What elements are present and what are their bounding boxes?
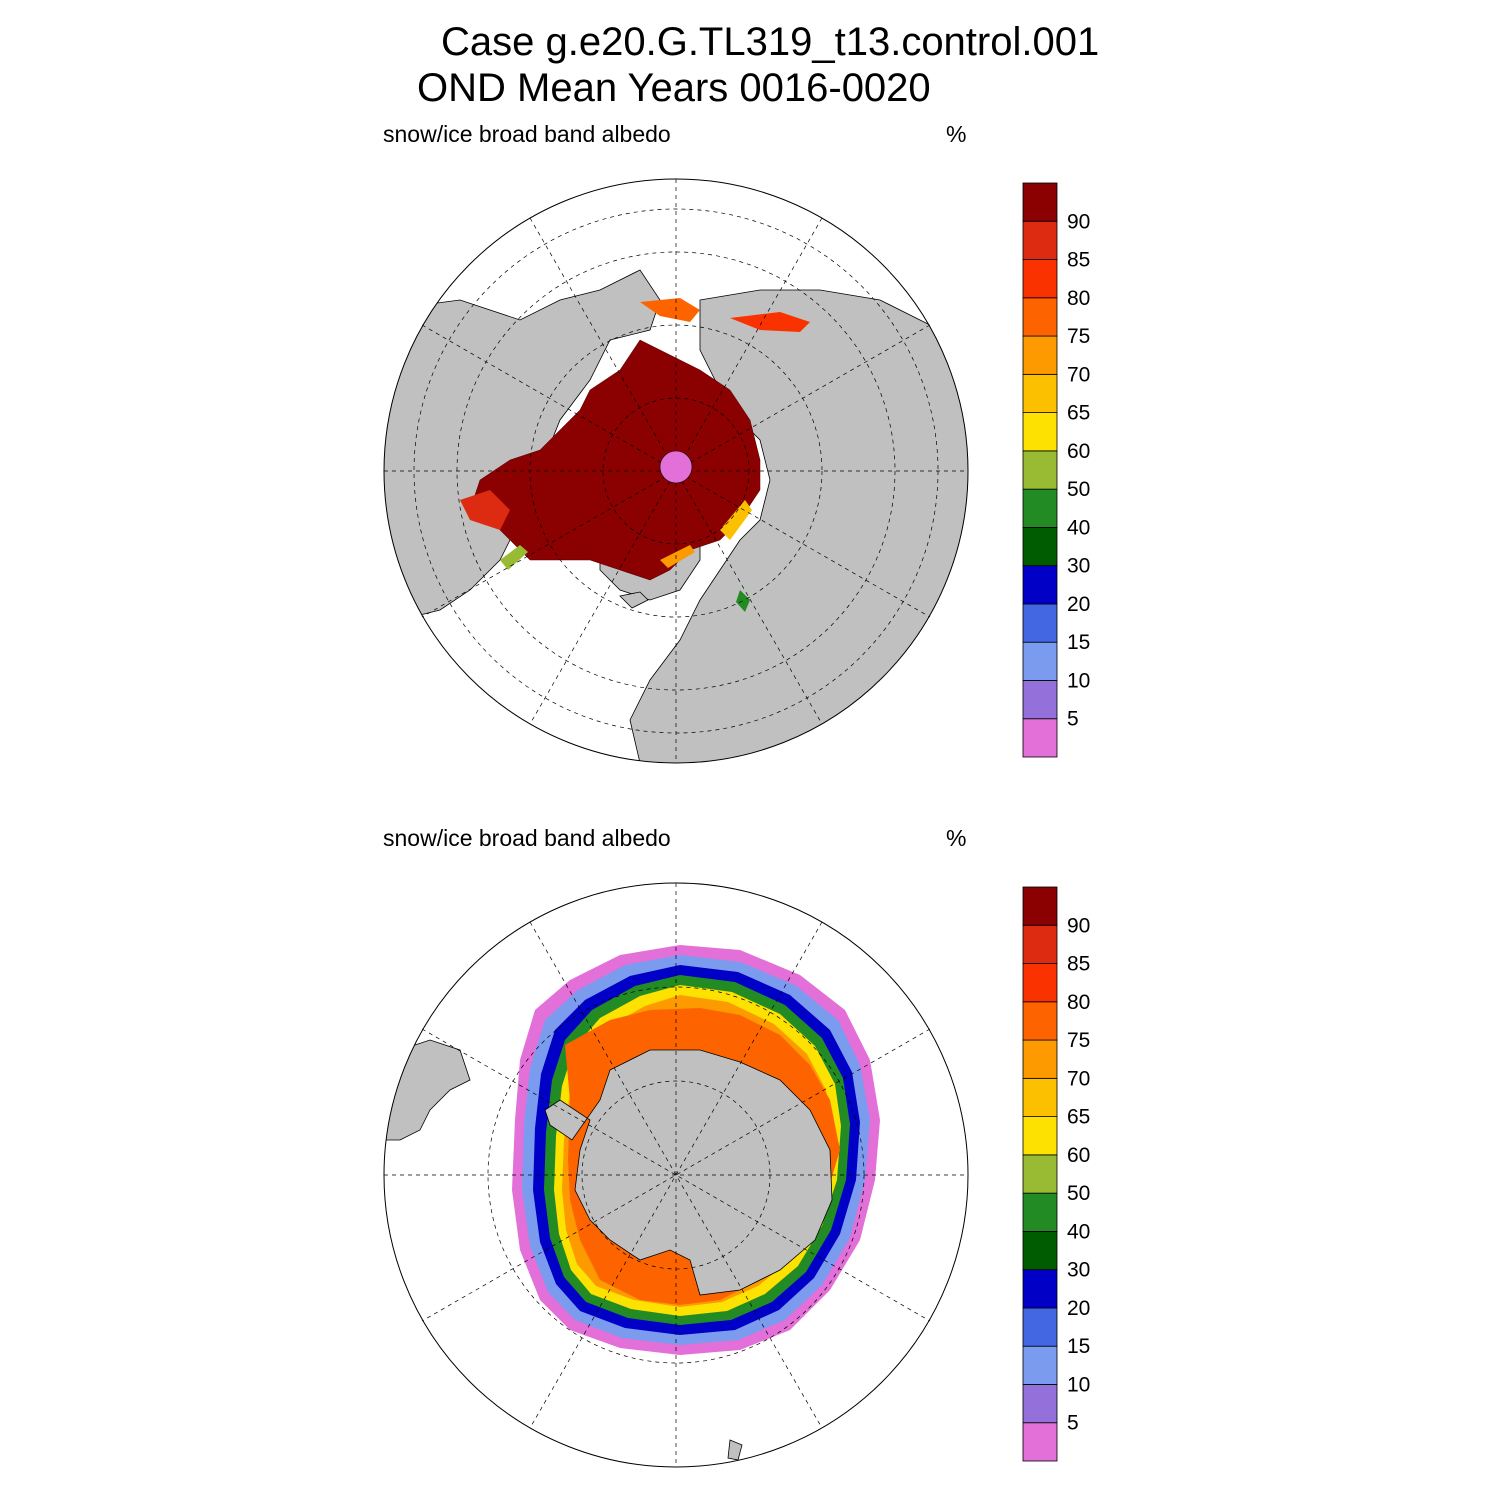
north-colorbar-swatch <box>1022 412 1058 452</box>
south-colorbar-tick-label: 90 <box>1067 914 1090 937</box>
north-land <box>384 269 968 763</box>
south-colorbar: 5 10 15 20 30 40 50 60 65 70 75 80 85 90 <box>1022 886 1090 1462</box>
north-polar-map <box>383 178 969 764</box>
north-colorbar-tick-label: 5 <box>1067 708 1079 731</box>
south-panel-units: % <box>946 825 967 851</box>
south-map-border <box>383 882 969 1468</box>
south-colorbar-tick-label: 80 <box>1067 991 1090 1014</box>
south-colorbar-tick-label: 50 <box>1067 1182 1090 1205</box>
south-colorbar-swatch <box>1022 924 1058 964</box>
south-colorbar-swatch <box>1022 1269 1058 1309</box>
south-colorbar-tick-label: 65 <box>1067 1106 1090 1129</box>
north-colorbar-swatch <box>1022 182 1058 222</box>
south-colorbar-swatch <box>1022 886 1058 926</box>
south-colorbar-tick-label: 75 <box>1067 1029 1090 1052</box>
north-colorbar-swatch <box>1022 641 1058 681</box>
north-colorbar-tick-label: 90 <box>1067 210 1090 233</box>
north-panel-units: % <box>946 121 967 147</box>
south-colorbar-tick-label: 10 <box>1067 1373 1090 1396</box>
south-colorbar-swatch <box>1022 1001 1058 1041</box>
south-colorbar-tick-label: 60 <box>1067 1144 1090 1167</box>
figure-title-line2: OND Mean Years 0016-0020 <box>417 66 931 110</box>
north-colorbar-swatch <box>1022 603 1058 643</box>
south-colorbar-tick-label: 5 <box>1067 1412 1079 1435</box>
north-colorbar-tick-label: 30 <box>1067 555 1090 578</box>
south-colorbar-tick-label: 85 <box>1067 953 1090 976</box>
north-panel-label: snow/ice broad band albedo <box>383 121 671 147</box>
north-colorbar-swatch <box>1022 527 1058 567</box>
north-map-border <box>383 178 969 764</box>
south-colorbar-tick-label: 20 <box>1067 1297 1090 1320</box>
north-colorbar-swatch <box>1022 450 1058 490</box>
south-colorbar-swatch <box>1022 1231 1058 1271</box>
south-colorbar-swatch <box>1022 963 1058 1003</box>
north-colorbar-tick-label: 65 <box>1067 402 1090 425</box>
north-colorbar: 5 10 15 20 30 40 50 60 65 70 75 80 85 90 <box>1022 182 1090 758</box>
north-colorbar-tick-label: 10 <box>1067 669 1090 692</box>
south-panel-label: snow/ice broad band albedo <box>383 825 671 851</box>
north-colorbar-swatch <box>1022 373 1058 414</box>
north-colorbar-tick-label: 20 <box>1067 593 1090 616</box>
south-colorbar-swatch <box>1022 1116 1058 1156</box>
antarctica <box>544 1049 833 1296</box>
south-colorbar-swatch <box>1022 1384 1058 1424</box>
south-colorbar-swatch <box>1022 1307 1058 1347</box>
north-colorbar-swatch <box>1022 680 1058 720</box>
north-colorbar-tick-label: 50 <box>1067 478 1090 501</box>
figure-title-line1: Case g.e20.G.TL319_t13.control.001 <box>441 20 1100 64</box>
south-colorbar-swatch <box>1022 1422 1058 1462</box>
south-colorbar-swatch <box>1022 1345 1058 1385</box>
south-polar-map <box>383 882 969 1468</box>
north-colorbar-tick-label: 60 <box>1067 440 1090 463</box>
north-colorbar-swatch <box>1022 565 1058 605</box>
north-colorbar-swatch <box>1022 488 1058 528</box>
south-colorbar-tick-label: 40 <box>1067 1220 1090 1243</box>
north-colorbar-tick-label: 15 <box>1067 631 1090 654</box>
south-colorbar-tick-label: 15 <box>1067 1335 1090 1358</box>
north-colorbar-tick-label: 40 <box>1067 516 1090 539</box>
north-sea-ice <box>460 298 810 612</box>
north-colorbar-tick-label: 85 <box>1067 249 1090 272</box>
north-colorbar-swatch <box>1022 335 1058 375</box>
north-colorbar-swatch <box>1022 297 1058 337</box>
north-colorbar-tick-label: 75 <box>1067 325 1090 348</box>
north-colorbar-swatch <box>1022 718 1058 758</box>
south-colorbar-swatch <box>1022 1192 1058 1232</box>
south-colorbar-tick-label: 70 <box>1067 1067 1090 1090</box>
north-pole-hole <box>659 450 693 484</box>
north-colorbar-tick-label: 70 <box>1067 363 1090 386</box>
north-colorbar-swatch <box>1022 259 1058 299</box>
south-colorbar-tick-label: 30 <box>1067 1259 1090 1282</box>
south-colorbar-swatch <box>1022 1039 1058 1079</box>
south-colorbar-swatch <box>1022 1154 1058 1194</box>
south-colorbar-swatch <box>1022 1077 1058 1118</box>
south-graticule <box>384 883 968 1467</box>
north-colorbar-tick-label: 80 <box>1067 287 1090 310</box>
north-colorbar-swatch <box>1022 220 1058 260</box>
